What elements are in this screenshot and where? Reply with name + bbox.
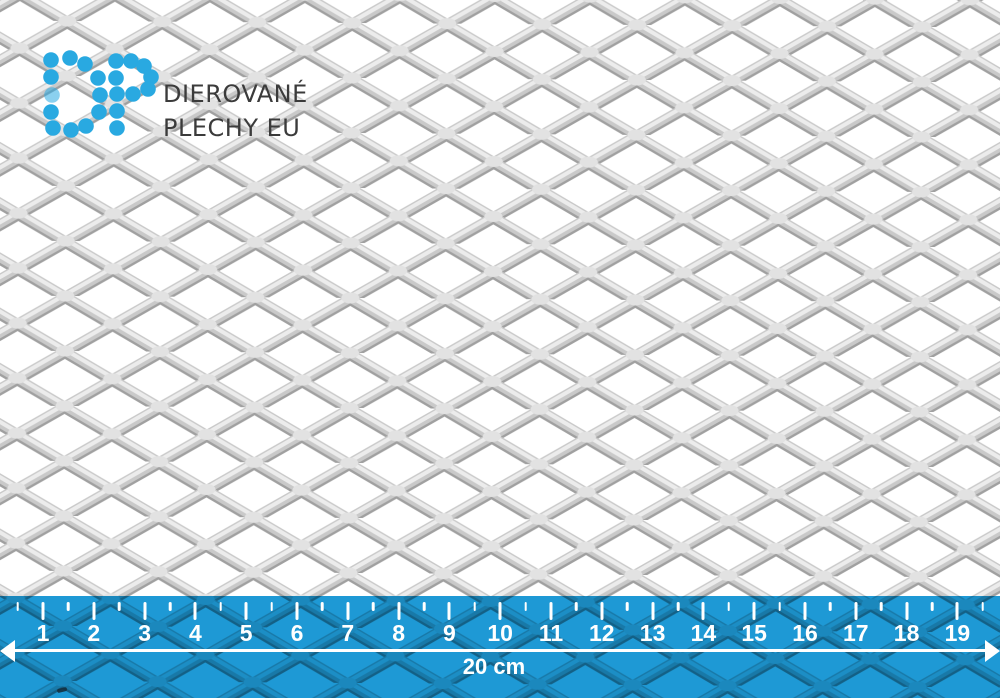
brand-name-line2: PLECHY EU <box>163 114 301 142</box>
brand-name: DIEROVANÉ PLECHY EU <box>163 77 308 145</box>
brand-name-line1: DIEROVANÉ <box>163 80 308 108</box>
ruler-blue-band <box>0 596 1000 698</box>
